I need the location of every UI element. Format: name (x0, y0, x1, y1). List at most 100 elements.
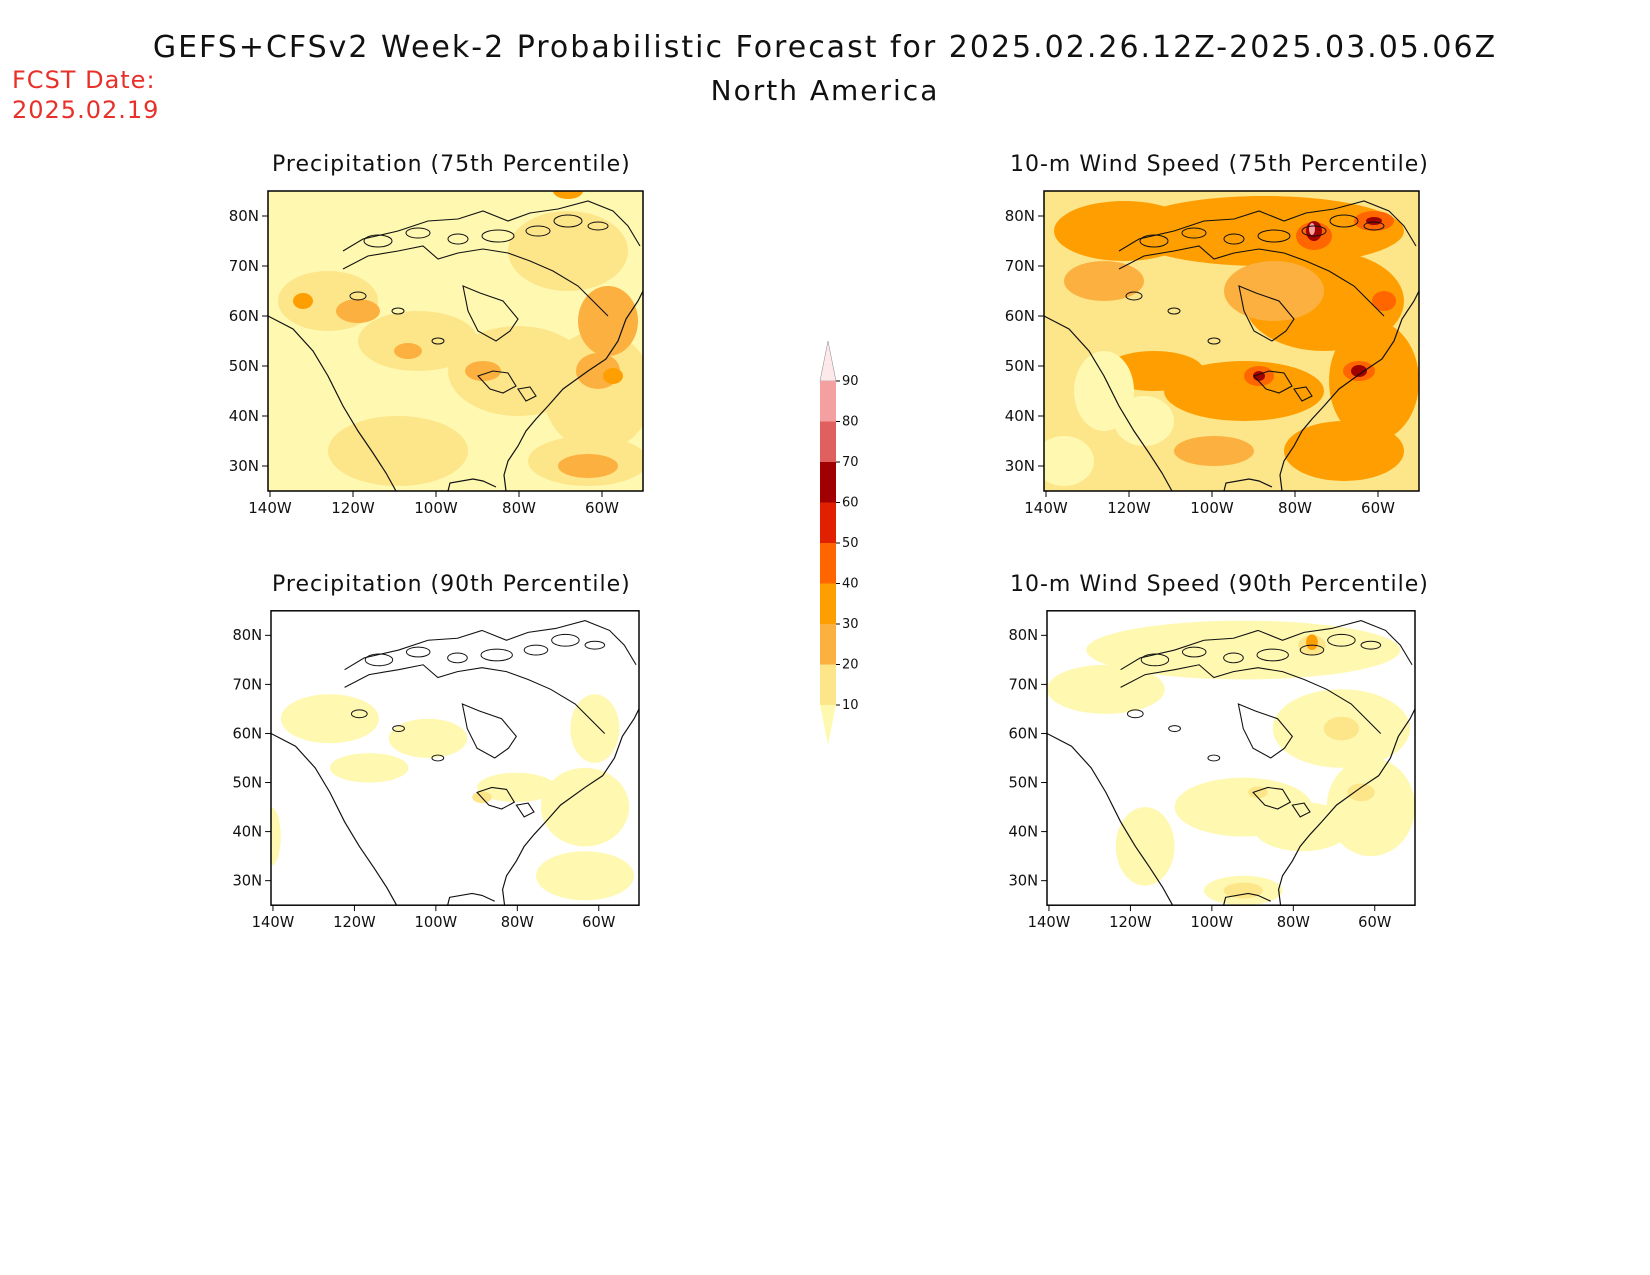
forecast-shading (1174, 436, 1254, 466)
legend-swatch (820, 543, 836, 584)
forecast-shading (1372, 291, 1396, 311)
legend-level-label: 70 (842, 455, 859, 470)
island-outline (1360, 640, 1382, 650)
lon-tick-label: 100W (1190, 499, 1234, 517)
lon-tick-label: 120W (1107, 499, 1151, 517)
legend-swatch (820, 583, 836, 624)
lat-tick-label: 50N (229, 357, 259, 375)
forecast-shading (465, 361, 501, 381)
lon-tick-label: 120W (331, 499, 375, 517)
island-outline (1223, 652, 1244, 664)
lat-tick-label: 60N (1008, 725, 1038, 742)
lat-tick-label: 80N (229, 207, 259, 225)
forecast-shading (1253, 802, 1352, 852)
legend-level-label: 80 (842, 415, 859, 430)
forecast-shading (578, 286, 638, 356)
lon-tick-label: 100W (415, 914, 458, 931)
lon-tick-label: 100W (1191, 914, 1234, 931)
lon-tick-label: 140W (1024, 499, 1068, 517)
forecast-shading (388, 718, 468, 758)
lon-tick-label: 140W (252, 914, 295, 931)
lat-tick-label: 80N (1005, 207, 1035, 225)
island-outline (1168, 725, 1181, 732)
forecast-shading (540, 767, 630, 847)
forecast-shading (603, 368, 623, 384)
island-outline (363, 234, 393, 248)
lon-tick-label: 80W (501, 914, 535, 931)
forecast-shading (1086, 620, 1401, 680)
island-outline (350, 709, 368, 719)
legend-swatch (820, 421, 836, 462)
forecast-shading (553, 191, 583, 199)
island-outline (481, 229, 515, 243)
island-outline (431, 337, 445, 345)
map-frame (270, 610, 640, 906)
forecast-shading (293, 293, 313, 309)
island-outline (1125, 291, 1143, 301)
forecast-shading (535, 851, 635, 901)
island-outline (349, 291, 367, 301)
lon-tick-label: 100W (414, 499, 458, 517)
lat-tick-label: 60N (232, 725, 262, 742)
forecast-shading (1329, 321, 1419, 441)
island-outline (364, 653, 394, 667)
map-frame (1043, 190, 1420, 492)
lat-tick-label: 70N (1005, 257, 1035, 275)
map-panel-precip90: 80N 70N 60N 50N 40N 30N 140W 120W 100W 80W 60W (232, 610, 640, 931)
map-frame (267, 190, 644, 492)
fcst-date: 2025.02.19 (12, 96, 160, 124)
forecast-shading (1284, 421, 1404, 481)
forecast-shading (1164, 361, 1324, 421)
island-outline (1181, 227, 1207, 239)
map-panel-wind75: 80N 70N 60N 50N 40N 30N 140W 120W 100W 80W 60W (1005, 190, 1420, 517)
lat-tick-label: 40N (1008, 824, 1038, 841)
lon-tick-label: 120W (1109, 914, 1152, 931)
lat-tick-label: 50N (232, 774, 262, 791)
island-outline (551, 633, 580, 647)
lon-tick-label: 140W (248, 499, 292, 517)
forecast-shading (394, 343, 422, 359)
forecast-shading (1306, 634, 1318, 651)
island-outline (1327, 633, 1356, 647)
forecast-shading (1323, 716, 1360, 741)
forecast-shading (329, 753, 409, 783)
island-outline (431, 754, 445, 762)
island-outline (1167, 307, 1181, 315)
forecast-shading (1064, 261, 1144, 301)
lat-tick-label: 60N (1005, 307, 1035, 325)
island-outline (1329, 214, 1359, 228)
legend-swatch (820, 381, 836, 422)
island-outline (525, 225, 551, 237)
lon-tick-label: 80W (502, 499, 536, 517)
forecast-shading (271, 807, 281, 866)
legend-level-label: 10 (842, 698, 859, 713)
island-outline (553, 214, 583, 228)
great-lakes (1253, 370, 1313, 402)
legend-swatch (820, 502, 836, 543)
legend-level-label: 90 (842, 374, 859, 389)
coastline (1044, 290, 1419, 491)
legend-cap-top (819, 340, 837, 382)
map-panel-precip75: 80N 70N 60N 50N 40N 30N 140W 120W 100W 80W 60W (229, 190, 644, 517)
coastline (1047, 708, 1415, 906)
island-outline (523, 644, 549, 656)
great-lakes (476, 786, 535, 818)
island-outline (1363, 221, 1385, 231)
main-title: GEFS+CFSv2 Week-2 Probabilistic Forecast… (152, 30, 1498, 65)
forecast-shading (336, 299, 380, 323)
legend-level-label: 30 (842, 617, 859, 632)
lon-tick-label: 60W (1358, 914, 1392, 931)
island-outline (447, 233, 469, 245)
island-outline (1139, 234, 1169, 248)
forecast-shading (1309, 223, 1315, 235)
lat-tick-label: 30N (1008, 873, 1038, 890)
panel-title-precip90: Precipitation (90th Percentile) (272, 572, 631, 597)
lat-tick-label: 30N (1005, 457, 1035, 475)
forecast-shading (570, 694, 620, 763)
lat-tick-label: 70N (229, 257, 259, 275)
legend-swatch (820, 664, 836, 705)
panel-title-wind75: 10-m Wind Speed (75th Percentile) (1010, 152, 1429, 177)
island-outline (405, 227, 431, 239)
lon-tick-label: 60W (1361, 499, 1395, 517)
lon-tick-label: 120W (333, 914, 376, 931)
